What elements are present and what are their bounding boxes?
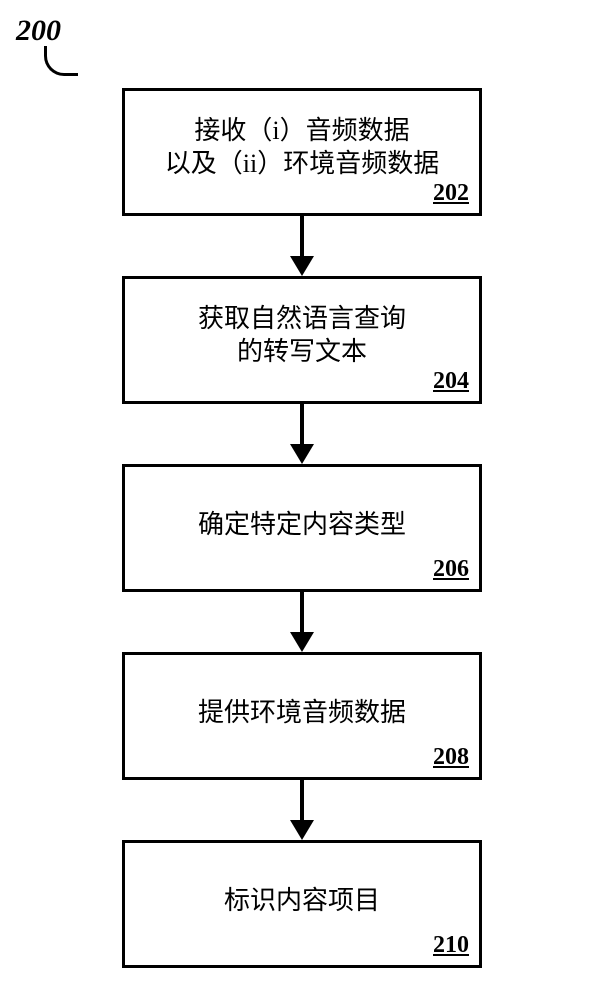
arrow-head-icon — [290, 820, 314, 840]
arrow-shaft — [300, 404, 304, 446]
arrow-head-icon — [290, 632, 314, 652]
flow-step-number: 208 — [433, 744, 469, 771]
flowchart-canvas: 200 接收（i）音频数据 以及（ii）环境音频数据 202 获取自然语言查询 … — [0, 0, 598, 1000]
flow-step-text: 接收（i）音频数据 以及（ii）环境音频数据 — [125, 115, 479, 180]
arrow-shaft — [300, 780, 304, 822]
arrow-head-icon — [290, 256, 314, 276]
flow-step-206: 确定特定内容类型 206 — [122, 464, 482, 592]
arrow-shaft — [300, 592, 304, 634]
line: 提供环境音频数据 — [198, 698, 406, 727]
line: 标识内容项目 — [224, 886, 380, 915]
flow-step-210: 标识内容项目 210 — [122, 840, 482, 968]
flow-step-208: 提供环境音频数据 208 — [122, 652, 482, 780]
line: 确定特定内容类型 — [198, 510, 406, 539]
flow-step-number: 204 — [433, 368, 469, 395]
flow-step-204: 获取自然语言查询 的转写文本 204 — [122, 276, 482, 404]
flow-step-text: 提供环境音频数据 — [125, 697, 479, 730]
arrow-head-icon — [290, 444, 314, 464]
flow-step-202: 接收（i）音频数据 以及（ii）环境音频数据 202 — [122, 88, 482, 216]
line: 的转写文本 — [237, 337, 367, 366]
line: 接收（i）音频数据 — [194, 116, 409, 145]
flow-step-text: 标识内容项目 — [125, 885, 479, 918]
line: 获取自然语言查询 — [198, 304, 406, 333]
line: 以及（ii）环境音频数据 — [165, 149, 439, 178]
flow-step-text: 确定特定内容类型 — [125, 509, 479, 542]
flow-step-number: 202 — [433, 180, 469, 207]
flow-step-number: 206 — [433, 556, 469, 583]
flow-step-number: 210 — [433, 932, 469, 959]
flow-step-text: 获取自然语言查询 的转写文本 — [125, 303, 479, 368]
figure-number-hook — [44, 46, 78, 76]
figure-number-label: 200 — [16, 14, 61, 48]
arrow-shaft — [300, 216, 304, 258]
